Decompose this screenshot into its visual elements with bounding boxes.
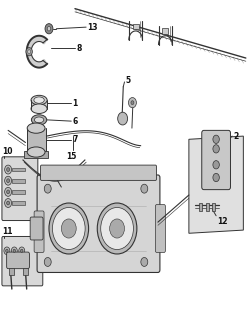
Circle shape bbox=[7, 179, 10, 183]
Circle shape bbox=[141, 258, 148, 267]
Polygon shape bbox=[27, 36, 47, 68]
Circle shape bbox=[7, 190, 10, 194]
Bar bbox=[27, 128, 46, 152]
Circle shape bbox=[53, 207, 85, 250]
Circle shape bbox=[19, 247, 25, 255]
Polygon shape bbox=[189, 136, 243, 233]
Ellipse shape bbox=[31, 95, 47, 105]
Ellipse shape bbox=[31, 104, 47, 114]
FancyBboxPatch shape bbox=[2, 236, 43, 286]
FancyBboxPatch shape bbox=[41, 165, 156, 180]
Text: 1: 1 bbox=[72, 99, 78, 108]
Circle shape bbox=[213, 145, 219, 153]
Bar bbox=[12, 201, 25, 205]
Text: 10: 10 bbox=[2, 147, 12, 156]
Bar bbox=[31, 100, 47, 109]
Circle shape bbox=[44, 184, 51, 193]
Bar bbox=[133, 24, 139, 29]
Circle shape bbox=[7, 201, 10, 205]
Circle shape bbox=[128, 98, 136, 108]
Circle shape bbox=[213, 161, 219, 169]
Bar bbox=[12, 168, 25, 172]
Circle shape bbox=[13, 249, 15, 252]
Text: 7: 7 bbox=[72, 135, 78, 144]
Circle shape bbox=[26, 48, 32, 56]
Bar bbox=[9, 268, 13, 275]
Text: 8: 8 bbox=[76, 44, 82, 53]
Circle shape bbox=[45, 24, 53, 34]
Circle shape bbox=[141, 184, 148, 193]
Circle shape bbox=[20, 249, 23, 252]
FancyBboxPatch shape bbox=[7, 252, 29, 269]
Circle shape bbox=[118, 112, 127, 125]
Bar bbox=[162, 28, 168, 34]
Bar bbox=[23, 268, 28, 275]
Bar bbox=[12, 190, 25, 194]
Circle shape bbox=[44, 258, 51, 267]
Circle shape bbox=[49, 203, 89, 254]
Ellipse shape bbox=[27, 123, 45, 133]
Text: 15: 15 bbox=[66, 152, 76, 161]
Bar bbox=[206, 203, 209, 211]
Circle shape bbox=[5, 188, 12, 196]
Text: 5: 5 bbox=[125, 76, 130, 85]
FancyBboxPatch shape bbox=[37, 175, 160, 272]
Circle shape bbox=[7, 168, 10, 172]
Circle shape bbox=[11, 247, 17, 255]
Text: 14: 14 bbox=[62, 188, 73, 197]
Ellipse shape bbox=[34, 97, 44, 103]
Text: 12: 12 bbox=[217, 217, 228, 226]
Bar bbox=[12, 179, 25, 183]
FancyBboxPatch shape bbox=[34, 211, 44, 252]
Bar bbox=[212, 203, 215, 211]
Circle shape bbox=[110, 219, 124, 238]
FancyBboxPatch shape bbox=[2, 157, 38, 220]
Circle shape bbox=[5, 165, 12, 174]
Circle shape bbox=[6, 249, 8, 252]
Bar bbox=[24, 151, 48, 158]
Text: 2: 2 bbox=[234, 132, 239, 140]
Text: 6: 6 bbox=[72, 116, 78, 126]
Circle shape bbox=[5, 198, 12, 207]
Text: 11: 11 bbox=[2, 227, 12, 236]
Bar bbox=[199, 203, 202, 211]
FancyBboxPatch shape bbox=[30, 217, 43, 240]
Text: 13: 13 bbox=[87, 23, 98, 32]
Circle shape bbox=[97, 203, 137, 254]
Ellipse shape bbox=[27, 147, 45, 157]
Ellipse shape bbox=[34, 117, 44, 123]
FancyBboxPatch shape bbox=[155, 204, 165, 252]
Circle shape bbox=[213, 173, 219, 182]
Circle shape bbox=[101, 207, 133, 250]
Circle shape bbox=[131, 101, 134, 105]
Circle shape bbox=[213, 135, 219, 143]
Circle shape bbox=[4, 247, 10, 255]
Circle shape bbox=[5, 176, 12, 185]
Circle shape bbox=[28, 50, 31, 53]
FancyBboxPatch shape bbox=[202, 130, 231, 190]
Ellipse shape bbox=[31, 115, 47, 125]
Circle shape bbox=[61, 219, 76, 238]
Circle shape bbox=[47, 27, 51, 31]
